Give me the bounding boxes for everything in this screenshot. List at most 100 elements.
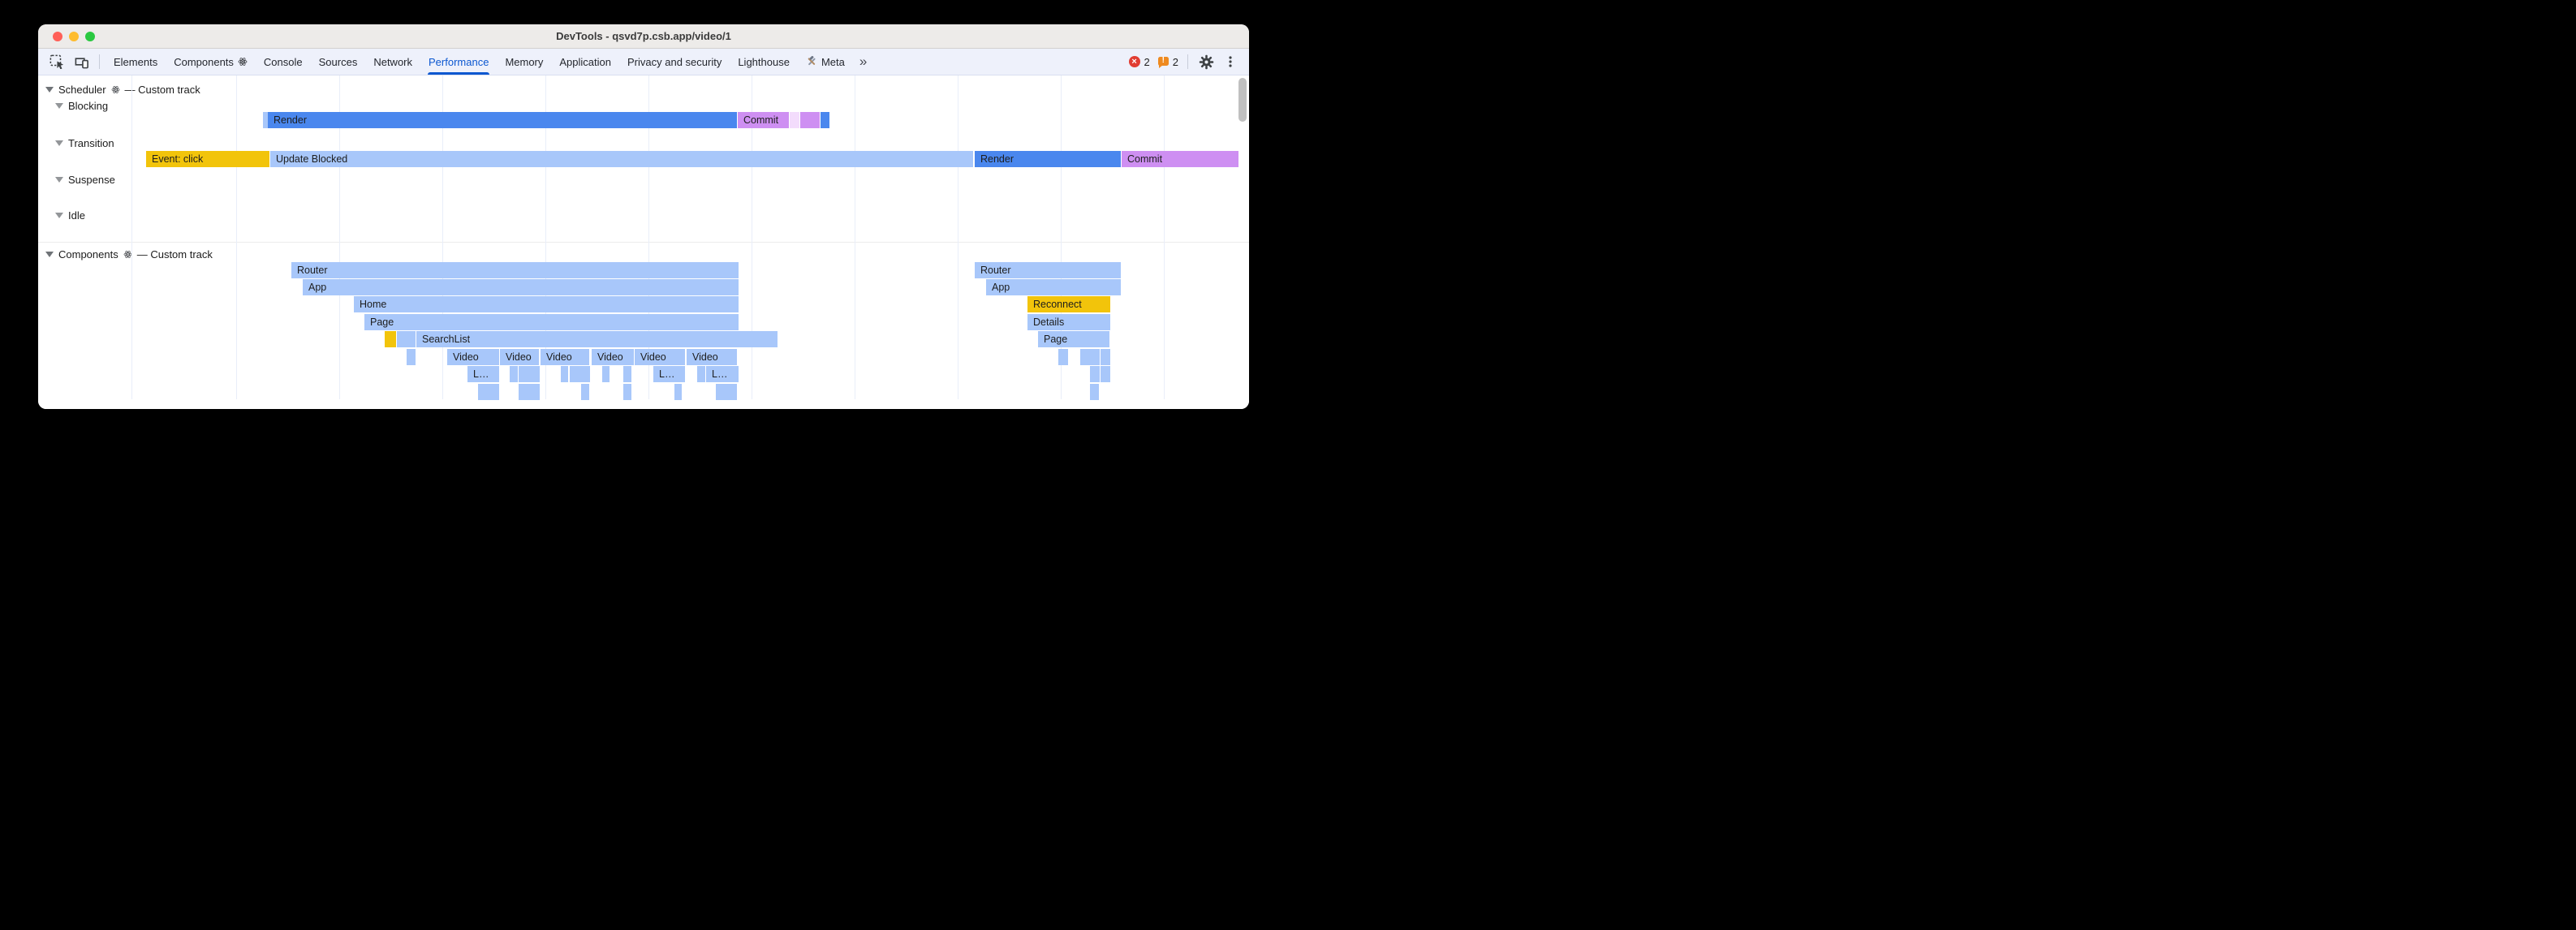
flame-bar[interactable]: [790, 112, 799, 128]
tab-meta[interactable]: Meta: [798, 49, 853, 75]
flame-bar[interactable]: [623, 384, 631, 400]
collapse-triangle-icon[interactable]: [55, 102, 63, 109]
flame-bar-details[interactable]: Details: [1027, 314, 1110, 330]
flame-bar[interactable]: [1080, 349, 1100, 365]
tab-sources[interactable]: Sources: [318, 55, 358, 68]
gridline: [1061, 75, 1062, 399]
flame-bar[interactable]: [1090, 384, 1099, 400]
track-header-components[interactable]: Components — Custom track: [45, 246, 213, 262]
tab-memory[interactable]: Memory: [505, 55, 544, 68]
flame-bar[interactable]: [561, 366, 568, 382]
flame-bar[interactable]: [478, 384, 499, 400]
flame-bar[interactable]: [510, 366, 518, 382]
flame-bar-video[interactable]: Video: [687, 349, 737, 365]
flame-bar-video[interactable]: Video: [592, 349, 634, 365]
collapse-triangle-icon[interactable]: [55, 140, 63, 146]
flame-bar[interactable]: [821, 112, 829, 128]
toolbar-divider: [1187, 54, 1188, 69]
flame-bar[interactable]: [519, 384, 540, 400]
flame-bar-event-click[interactable]: Event: click: [146, 151, 269, 167]
flame-bar-l[interactable]: L…: [706, 366, 739, 382]
collapse-triangle-icon[interactable]: [45, 251, 54, 257]
flame-bar-searchlist[interactable]: SearchList: [416, 331, 778, 347]
tab-elements[interactable]: Elements: [114, 55, 158, 68]
track-separator: [38, 242, 1249, 243]
flame-bar-home[interactable]: Home: [354, 296, 739, 312]
flame-bar-update-blocked[interactable]: Update Blocked: [270, 151, 973, 167]
performance-panel: Scheduler — Custom track Components: [38, 75, 1249, 409]
kebab-menu-icon[interactable]: [1221, 51, 1240, 72]
flame-bar[interactable]: [1090, 366, 1100, 382]
flame-bar[interactable]: [519, 366, 540, 382]
flame-bar[interactable]: [602, 366, 610, 382]
gridline: [131, 75, 132, 399]
flame-bar-reconnect[interactable]: Reconnect: [1027, 296, 1110, 312]
lane-label-blocking[interactable]: Blocking: [55, 97, 108, 114]
flame-bar[interactable]: [570, 366, 590, 382]
tab-lighthouse[interactable]: Lighthouse: [738, 55, 790, 68]
flame-bar-commit[interactable]: Commit: [738, 112, 789, 128]
warning-count: 2: [1172, 55, 1178, 68]
flame-bar-router[interactable]: Router: [291, 262, 739, 278]
devtools-toolbar: Elements Components Console Sources Netw…: [38, 49, 1249, 75]
gridline: [1164, 75, 1165, 399]
flame-bar-video[interactable]: Video: [635, 349, 685, 365]
flame-bar-commit[interactable]: Commit: [1122, 151, 1238, 167]
flame-bar-video[interactable]: Video: [541, 349, 589, 365]
flame-bar[interactable]: [1101, 349, 1110, 365]
tab-performance[interactable]: Performance: [420, 49, 497, 75]
react-atom-icon: [123, 250, 132, 258]
flame-bar[interactable]: [397, 331, 416, 347]
flame-bar[interactable]: [716, 384, 737, 400]
collapse-triangle-icon[interactable]: [55, 212, 63, 218]
flame-bar[interactable]: [800, 112, 820, 128]
tab-components[interactable]: Components: [166, 49, 256, 75]
react-atom-icon: [111, 85, 119, 93]
flame-bar[interactable]: [697, 366, 705, 382]
flame-bar-l[interactable]: L…: [467, 366, 499, 382]
device-toolbar-icon[interactable]: [71, 51, 91, 72]
inspect-element-icon[interactable]: [47, 51, 67, 72]
flame-bar-app[interactable]: App: [986, 279, 1121, 295]
lane-label-idle[interactable]: Idle: [55, 207, 85, 223]
flame-bar[interactable]: [407, 349, 416, 365]
lane-label-transition[interactable]: Transition: [55, 135, 114, 151]
flame-bar-render[interactable]: Render: [268, 112, 737, 128]
tab-privacy-and-security[interactable]: Privacy and security: [627, 55, 722, 68]
tab-application[interactable]: Application: [559, 55, 611, 68]
flame-bar-video[interactable]: Video: [447, 349, 499, 365]
flame-bar[interactable]: [1058, 349, 1068, 365]
close-window-button[interactable]: [53, 31, 62, 41]
warning-badge[interactable]: ! 2: [1157, 55, 1178, 68]
react-atom-icon: [238, 58, 248, 66]
gridline: [236, 75, 237, 399]
tab-network[interactable]: Network: [373, 55, 413, 68]
titlebar: DevTools - qsvd7p.csb.app/video/1: [38, 24, 1249, 49]
flame-bar[interactable]: [581, 384, 589, 400]
minimize-window-button[interactable]: [69, 31, 79, 41]
tab-console[interactable]: Console: [263, 55, 303, 68]
flame-bar-page[interactable]: Page: [1038, 331, 1109, 347]
track-header-scheduler[interactable]: Scheduler — Custom track: [45, 81, 200, 97]
flame-bar-l[interactable]: L…: [653, 366, 685, 382]
maximize-window-button[interactable]: [85, 31, 95, 41]
devtools-window: DevTools - qsvd7p.csb.app/video/1 Elemen…: [38, 24, 1249, 409]
flame-bar[interactable]: [385, 331, 396, 347]
flame-bar-page[interactable]: Page: [364, 314, 739, 330]
flame-bar-video[interactable]: Video: [500, 349, 539, 365]
collapse-triangle-icon[interactable]: [45, 86, 54, 93]
flame-bar[interactable]: [263, 112, 269, 128]
collapse-triangle-icon[interactable]: [55, 176, 63, 183]
flame-bar-app[interactable]: App: [303, 279, 739, 295]
lane-label-suspense[interactable]: Suspense: [55, 171, 115, 187]
flame-bar[interactable]: [1101, 366, 1110, 382]
more-tabs-icon[interactable]: »: [859, 54, 868, 69]
vertical-scrollbar-thumb[interactable]: [1238, 78, 1247, 122]
flame-bar[interactable]: [623, 366, 631, 382]
flame-bar[interactable]: [674, 384, 682, 400]
toolbar-divider: [99, 54, 100, 69]
flame-bar-router[interactable]: Router: [975, 262, 1121, 278]
settings-gear-icon[interactable]: [1196, 51, 1216, 72]
flame-bar-render[interactable]: Render: [975, 151, 1121, 167]
error-badge[interactable]: × 2: [1128, 56, 1150, 68]
